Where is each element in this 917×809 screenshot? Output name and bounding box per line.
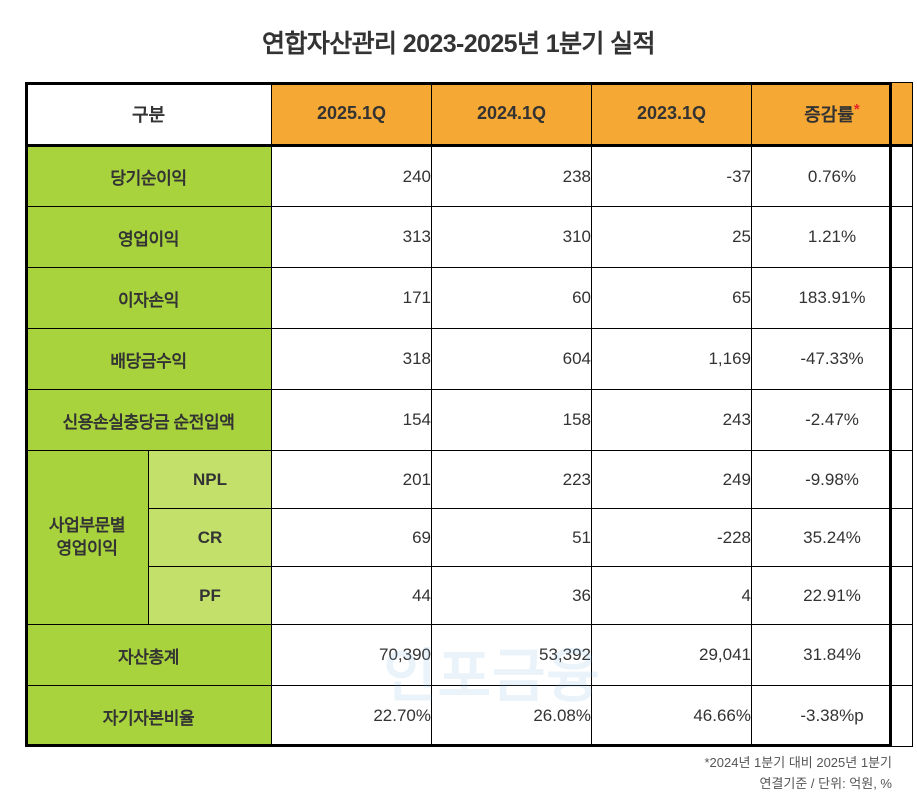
cell-2024q1: 158 [431,389,592,451]
row-label-npl: NPL [148,450,272,509]
page-title: 연합자산관리 2023-2025년 1분기 실적 [262,30,656,58]
row-label-interest-income: 이자손익 [25,267,272,329]
cell-2023q1: 25 [591,206,752,268]
table-row: 신용손실충당금 순전입액 154 158 243 -2.47% [25,389,913,451]
cell-2024q1: 53,392 [431,624,592,686]
cell-2023q1: 65 [591,267,752,329]
footnote-units: 연결기준 / 단위: 억원, % [759,775,892,791]
footnote-comparison-basis: *2024년 1분기 대비 2025년 1분기 [704,755,893,770]
header-col-2023q1: 2023.1Q [591,82,752,147]
cell-2023q1: 249 [591,450,752,509]
row-label-cr: CR [148,508,272,567]
header-growth-rate-label: 증감률 [804,104,854,125]
cell-growth-rate: 31.84% [751,624,913,686]
row-label-operating-profit: 영업이익 [25,206,272,268]
row-label-dividend-income: 배당금수익 [25,328,272,390]
footnotes: *2024년 1분기 대비 2025년 1분기 연결기준 / 단위: 억원, % [292,753,893,795]
cell-2025q1: 318 [271,328,432,390]
row-label-net-income: 당기순이익 [25,145,272,207]
cell-2025q1: 313 [271,206,432,268]
header-col-2024q1: 2024.1Q [431,82,592,147]
cell-2023q1: 29,041 [591,624,752,686]
cell-growth-rate: -47.33% [751,328,913,390]
cell-2023q1: 243 [591,389,752,451]
table-row: 자기자본비율 22.70% 26.08% 46.66% -3.38%p [25,685,913,747]
segment-label-line2: 영업이익 [56,538,118,558]
table-row: 당기순이익 240 238 -37 0.76% [25,145,913,207]
cell-2024q1: 51 [431,508,592,567]
cell-growth-rate: 1.21% [751,206,913,268]
cell-2024q1: 604 [431,328,592,390]
cell-2025q1: 69 [271,508,432,567]
cell-growth-rate: -9.98% [751,450,913,509]
row-label-credit-loss-provision: 신용손실충당금 순전입액 [25,389,272,451]
row-label-pf: PF [148,566,272,625]
cell-2024q1: 26.08% [431,685,592,747]
cell-2025q1: 70,390 [271,624,432,686]
cell-growth-rate: 22.91% [751,566,913,625]
cell-growth-rate: 183.91% [751,267,913,329]
row-label-equity-ratio: 자기자본비율 [25,685,272,747]
cell-2023q1: -37 [591,145,752,207]
cell-2025q1: 240 [271,145,432,207]
cell-growth-rate: 35.24% [751,508,913,567]
table-row: 배당금수익 318 604 1,169 -47.33% [25,328,913,390]
footnote-star-icon: * [853,100,860,118]
segment-label-line1: 사업부문별 [48,515,126,535]
table-row: PF 44 36 4 22.91% [26,566,913,625]
table-row: 영업이익 313 310 25 1.21% [25,206,913,268]
cell-2025q1: 44 [271,566,432,625]
cell-2024q1: 310 [431,206,592,268]
header-col-growth-rate: 증감률* [751,82,913,147]
header-col-2025q1: 2025.1Q [271,82,432,147]
header-category: 구분 [25,82,272,147]
table-row: CR 69 51 -228 35.24% [26,508,913,567]
cell-2025q1: 171 [271,267,432,329]
cell-growth-rate: -3.38%p [751,685,913,747]
cell-2025q1: 201 [271,450,432,509]
performance-table: 구분 2025.1Q 2024.1Q 2023.1Q 증감률* 당기순이익 24… [25,82,913,747]
cell-2023q1: -228 [591,508,752,567]
cell-2023q1: 4 [591,566,752,625]
cell-2025q1: 22.70% [271,685,432,747]
performance-table-container: 구분 2025.1Q 2024.1Q 2023.1Q 증감률* 당기순이익 24… [25,82,913,747]
cell-growth-rate: -2.47% [751,389,913,451]
cell-2024q1: 60 [431,267,592,329]
table-header-row: 구분 2025.1Q 2024.1Q 2023.1Q 증감률* [25,82,913,147]
cell-2024q1: 238 [431,145,592,207]
cell-2023q1: 1,169 [591,328,752,390]
cell-2025q1: 154 [271,389,432,451]
row-label-total-assets: 자산총계 [25,624,272,686]
cell-2024q1: 36 [431,566,592,625]
table-row: 이자손익 171 60 65 183.91% [25,267,913,329]
table-row: 자산총계 70,390 53,392 29,041 31.84% [25,624,913,686]
cell-2024q1: 223 [431,450,592,509]
cell-2023q1: 46.66% [591,685,752,747]
cell-growth-rate: 0.76% [751,145,913,207]
